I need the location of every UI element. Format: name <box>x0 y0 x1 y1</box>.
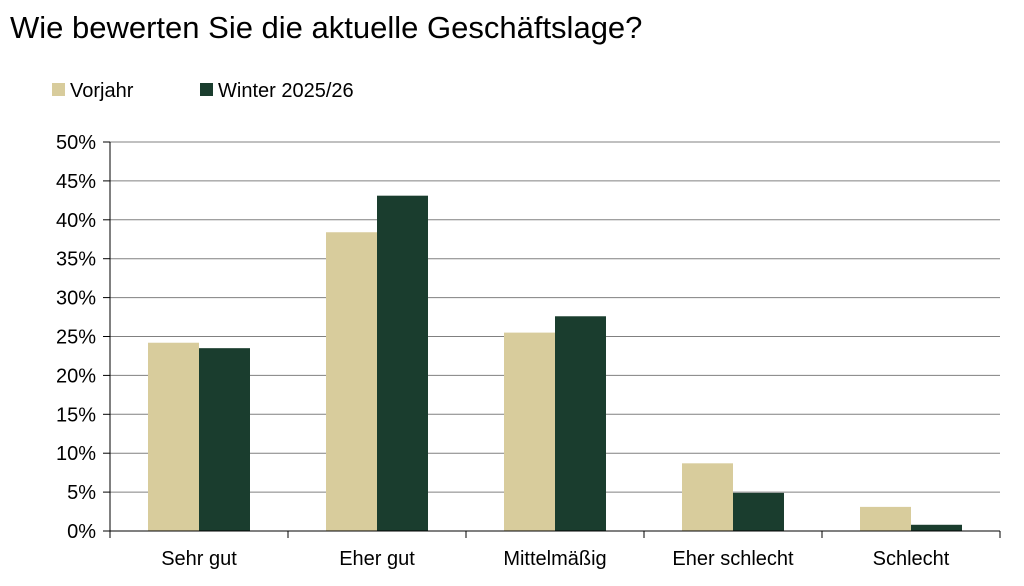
y-tick-label: 0% <box>67 521 96 543</box>
x-tick-label: Eher schlecht <box>672 548 794 570</box>
bar-vorjahr-0 <box>148 342 199 531</box>
x-tick-label: Eher gut <box>339 548 415 570</box>
bar-winter-2 <box>555 316 606 531</box>
bar-vorjahr-2 <box>504 332 555 531</box>
axes <box>103 141 1001 538</box>
legend: Vorjahr Winter 2025/26 <box>52 80 354 102</box>
y-tick-label: 45% <box>56 171 96 193</box>
bar-vorjahr-4 <box>860 506 911 531</box>
x-tick-label: Schlecht <box>873 548 950 570</box>
y-tick-label: 50% <box>56 132 96 154</box>
bar-winter-1 <box>377 195 428 531</box>
bar-vorjahr-1 <box>326 232 377 532</box>
legend-label-vorjahr: Vorjahr <box>70 80 134 102</box>
bar-winter-3 <box>733 492 784 531</box>
x-tick-label: Sehr gut <box>161 548 237 570</box>
chart-title: Wie bewerten Sie die aktuelle Geschäftsl… <box>10 10 643 45</box>
y-tick-label: 25% <box>56 327 96 349</box>
bar-winter-4 <box>911 524 962 531</box>
legend-swatch-vorjahr <box>52 83 65 96</box>
y-tick-label: 20% <box>56 365 96 387</box>
y-tick-label: 5% <box>67 482 96 504</box>
x-tick-label: Mittelmäßig <box>503 548 606 570</box>
bars <box>148 195 962 532</box>
bar-winter-0 <box>199 348 250 531</box>
y-axis-labels: 0% 5% 10% 15% 20% 25% 30% 35% 40% 45% 50% <box>56 132 96 543</box>
y-tick-label: 30% <box>56 288 96 310</box>
y-tick-label: 15% <box>56 404 96 426</box>
bar-vorjahr-3 <box>682 463 733 531</box>
y-tick-label: 35% <box>56 249 96 271</box>
legend-label-winter: Winter 2025/26 <box>218 80 354 102</box>
y-tick-label: 10% <box>56 443 96 465</box>
x-axis-labels: Sehr gut Eher gut Mittelmäßig Eher schlecht… <box>161 548 950 570</box>
legend-swatch-winter <box>200 83 213 96</box>
y-tick-label: 40% <box>56 210 96 232</box>
